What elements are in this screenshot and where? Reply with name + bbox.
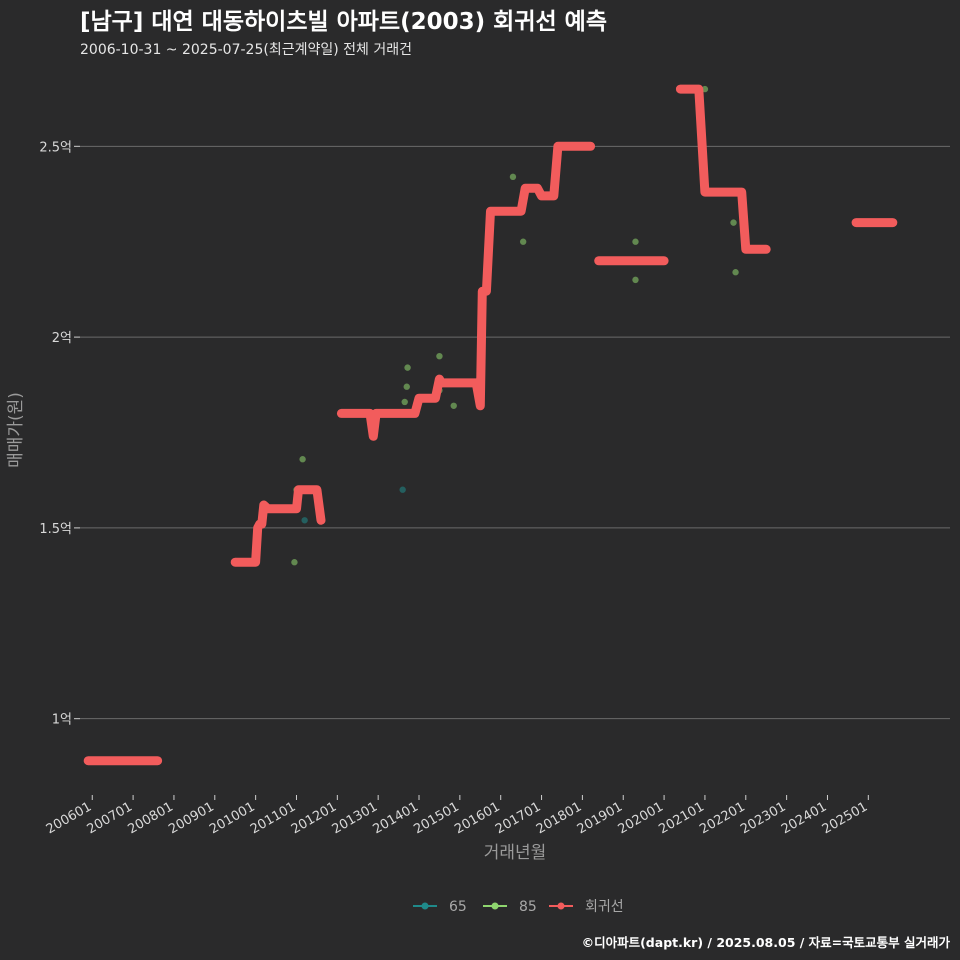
legend-marker-0 bbox=[421, 902, 429, 910]
regression-segment bbox=[675, 84, 771, 254]
data-point bbox=[732, 269, 739, 276]
data-point bbox=[301, 517, 308, 524]
regression-line bbox=[83, 84, 898, 766]
x-axis-title: 거래년월 bbox=[484, 843, 547, 863]
legend-label-0: 65 bbox=[449, 899, 467, 915]
legend: 65 85 회귀선 bbox=[413, 899, 624, 915]
data-point bbox=[404, 364, 411, 371]
data-point bbox=[401, 398, 408, 406]
regression-segment bbox=[230, 485, 326, 567]
data-point bbox=[291, 559, 298, 566]
legend-label-2: 회귀선 bbox=[585, 899, 624, 915]
y-tick-label: 2억 bbox=[52, 331, 72, 346]
y-axis: 1억 1.5억 2억 2.5억 bbox=[39, 140, 80, 728]
data-point bbox=[399, 486, 406, 493]
caption: ©디아파트(dapt.kr) / 2025.08.05 / 자료=국토교통부 실… bbox=[582, 935, 951, 950]
y-tick-label: 2.5억 bbox=[39, 140, 72, 155]
y-tick-label: 1.5억 bbox=[39, 522, 72, 537]
data-point bbox=[509, 173, 517, 181]
grid bbox=[80, 145, 950, 720]
regression-segment bbox=[336, 141, 596, 441]
chart-subtitle: 2006-10-31 ~ 2025-07-25(최근계약일) 전체 거래건 bbox=[80, 42, 412, 58]
legend-marker-1 bbox=[491, 902, 499, 910]
data-point bbox=[436, 352, 443, 360]
data-point bbox=[519, 238, 527, 245]
data-point bbox=[403, 383, 410, 390]
data-point bbox=[632, 238, 639, 245]
data-point bbox=[730, 219, 737, 226]
data-point bbox=[299, 456, 306, 463]
chart-title: [남구] 대연 대동하이츠빌 아파트(2003) 회귀선 예측 bbox=[80, 9, 607, 35]
data-point bbox=[632, 276, 639, 284]
legend-label-1: 85 bbox=[519, 899, 537, 915]
legend-marker-2 bbox=[557, 902, 565, 910]
y-tick-label: 1억 bbox=[52, 713, 72, 728]
data-point bbox=[450, 402, 457, 409]
y-axis-title: 매매가(원) bbox=[6, 392, 26, 468]
